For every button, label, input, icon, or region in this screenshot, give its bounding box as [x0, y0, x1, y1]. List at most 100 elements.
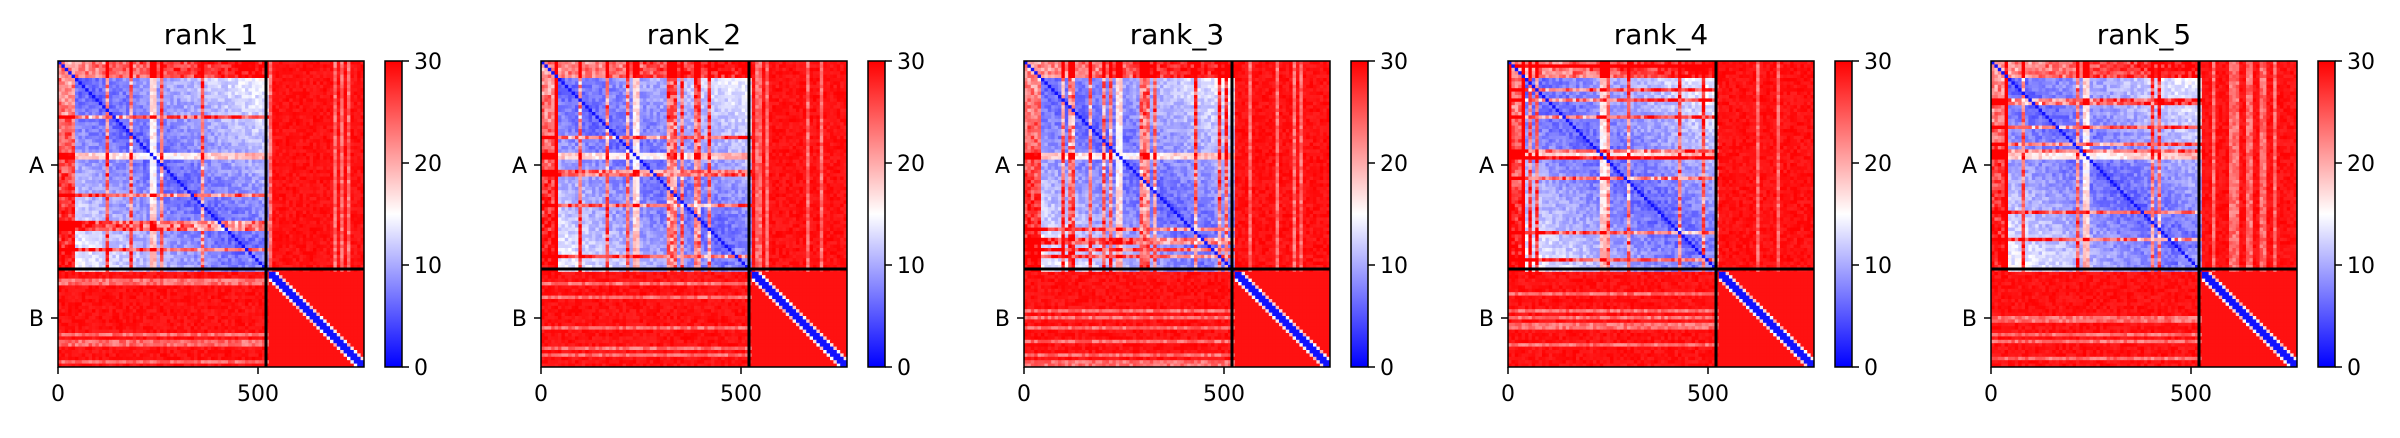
- heatmap-cell: [272, 105, 276, 109]
- heatmap-cell: [241, 71, 246, 75]
- heatmap-cell: [309, 234, 314, 239]
- heatmap-cell: [105, 190, 110, 194]
- heatmap-cell: [302, 183, 307, 188]
- heatmap-cell: [319, 71, 324, 75]
- heatmap-cell: [197, 135, 202, 140]
- heatmap-cell: [309, 149, 314, 154]
- heatmap-cell: [197, 105, 202, 109]
- heatmap-cell: [292, 156, 297, 160]
- heatmap-cell: [251, 159, 256, 164]
- heatmap-cell: [194, 227, 198, 232]
- heatmap-cell: [340, 163, 344, 167]
- heatmap-cell: [357, 132, 361, 137]
- heatmap-cell: [197, 152, 202, 157]
- heatmap-cell: [211, 108, 215, 113]
- heatmap-cell: [180, 61, 185, 65]
- panel-title: rank_1: [164, 18, 258, 51]
- heatmap-cell: [302, 108, 307, 113]
- heatmap-cell: [275, 101, 280, 106]
- heatmap-cell: [204, 190, 208, 194]
- heatmap-cell: [200, 241, 205, 245]
- heatmap-cell: [221, 227, 225, 232]
- heatmap-cell: [143, 118, 147, 123]
- heatmap-cell: [64, 118, 69, 123]
- heatmap-cell: [251, 173, 256, 177]
- heatmap-cell: [194, 156, 198, 160]
- heatmap-cell: [330, 95, 334, 99]
- heatmap-cell: [251, 108, 256, 113]
- heatmap-cell: [316, 139, 321, 143]
- heatmap-cell: [251, 152, 256, 157]
- heatmap-cell: [251, 146, 256, 150]
- heatmap-cell: [75, 84, 79, 89]
- heatmap-cell: [336, 176, 341, 181]
- heatmap-cell: [115, 248, 120, 252]
- heatmap-cell: [350, 81, 355, 86]
- heatmap-cell: [251, 78, 256, 82]
- heatmap-cell: [81, 105, 86, 109]
- heatmap-cell: [129, 156, 134, 160]
- heatmap-cell: [177, 78, 181, 82]
- heatmap-cell: [296, 129, 300, 133]
- heatmap-cell: [214, 237, 219, 242]
- heatmap-cell: [109, 224, 113, 228]
- heatmap-cell: [238, 115, 242, 120]
- heatmap-cell: [132, 186, 137, 191]
- heatmap-cell: [228, 173, 232, 177]
- heatmap-cell: [190, 122, 195, 126]
- heatmap-cell: [272, 67, 276, 72]
- heatmap-cell: [170, 132, 174, 137]
- heatmap-cell: [139, 241, 144, 245]
- heatmap-cell: [299, 98, 304, 103]
- heatmap-cell: [224, 84, 229, 89]
- heatmap-cell: [183, 64, 188, 69]
- heatmap-cell: [95, 115, 100, 120]
- heatmap-cell: [187, 108, 191, 113]
- heatmap-cell: [163, 71, 168, 75]
- heatmap-cell: [68, 220, 72, 225]
- heatmap-cell: [248, 203, 253, 208]
- heatmap-cell: [58, 71, 62, 75]
- heatmap-cell: [163, 220, 168, 225]
- heatmap-cell: [64, 234, 69, 239]
- heatmap-cell: [105, 244, 110, 249]
- heatmap-cell: [183, 84, 188, 89]
- heatmap-cell: [85, 61, 89, 65]
- heatmap-cell: [129, 203, 134, 208]
- heatmap-cell: [343, 176, 348, 181]
- heatmap-cell: [217, 139, 222, 143]
- heatmap-cell: [102, 142, 106, 147]
- heatmap-cell: [109, 122, 113, 126]
- heatmap-cell: [190, 159, 195, 164]
- heatmap-cell: [350, 112, 355, 116]
- heatmap-cell: [119, 78, 123, 82]
- heatmap-cell: [194, 217, 198, 222]
- heatmap-cell: [207, 152, 212, 157]
- heatmap-cell: [88, 61, 93, 65]
- heatmap-cell: [81, 210, 86, 215]
- heatmap-cell: [214, 163, 219, 167]
- heatmap-cell: [194, 186, 198, 191]
- heatmap-cell: [119, 234, 123, 239]
- heatmap-cell: [75, 142, 79, 147]
- heatmap-cell: [200, 163, 205, 167]
- heatmap-cell: [347, 207, 351, 211]
- heatmap-cell: [238, 95, 242, 99]
- heatmap-cell: [61, 122, 66, 126]
- heatmap-cell: [64, 132, 69, 137]
- heatmap-cell: [353, 91, 358, 96]
- heatmap-cell: [75, 234, 79, 239]
- heatmap-cell: [160, 210, 164, 215]
- heatmap-cell: [88, 81, 93, 86]
- heatmap-cell: [251, 237, 256, 242]
- heatmap-cell: [258, 173, 263, 177]
- heatmap-cell: [211, 159, 215, 164]
- heatmap-cell: [153, 248, 157, 252]
- heatmap-cell: [319, 244, 324, 249]
- heatmap-cell: [323, 91, 327, 96]
- heatmap-cell: [85, 217, 89, 222]
- heatmap-cell: [102, 176, 106, 181]
- heatmap-cell: [224, 217, 229, 222]
- heatmap-cell: [92, 180, 96, 184]
- heatmap-cell: [58, 108, 62, 113]
